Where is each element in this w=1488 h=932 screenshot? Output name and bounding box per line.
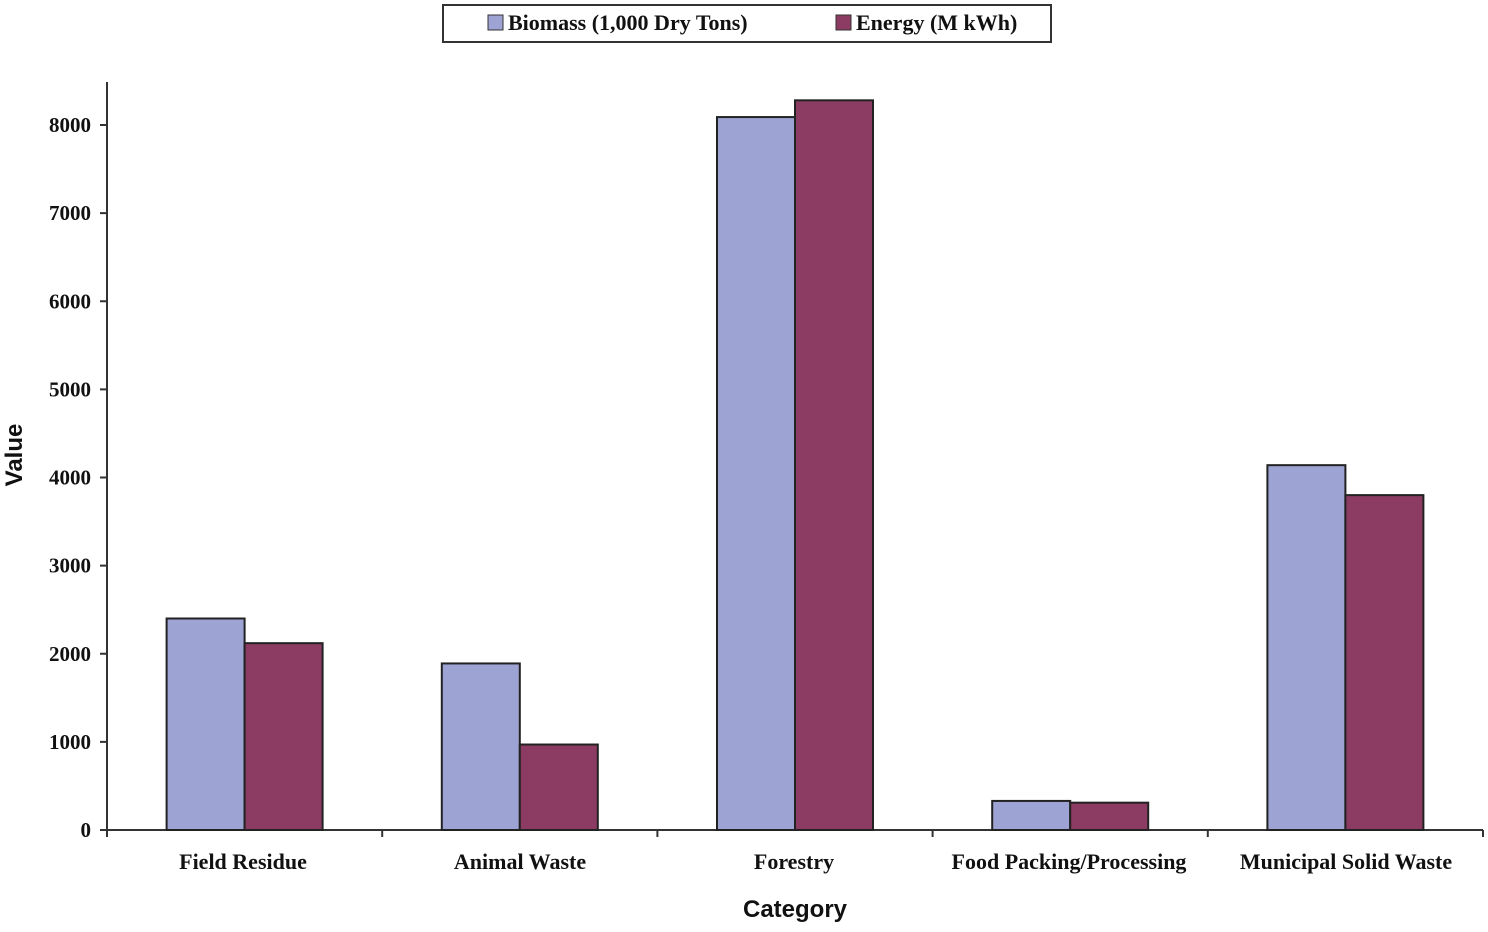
- legend: Biomass (1,000 Dry Tons) Energy (M kWh): [442, 4, 1052, 43]
- x-tick-label-food-packing: Food Packing/Processing: [952, 849, 1187, 874]
- y-axis-title: Value: [1, 424, 28, 487]
- legend-label-biomass: Biomass (1,000 Dry Tons): [508, 10, 748, 35]
- bar-biomass-food-packing-processing: [991, 799, 1072, 832]
- x-axis-ticks: [106, 830, 1484, 837]
- bar-biomass-municipal-solid-waste: [1266, 464, 1347, 831]
- y-tick-label: 3000: [49, 554, 91, 578]
- bar-energy-field-residue: [243, 642, 324, 831]
- legend-box: [442, 4, 1052, 43]
- y-tick-label: 5000: [49, 377, 91, 401]
- legend-swatch-biomass: [487, 14, 504, 31]
- y-axis-ticks: 0 1000 2000 3000 4000 5000 6000 7000 8000: [49, 113, 107, 842]
- y-tick-label: 8000: [49, 113, 91, 137]
- bar-biomass-forestry: [716, 116, 796, 832]
- bar-energy-forestry: [794, 99, 874, 831]
- y-tick-label: 6000: [49, 289, 91, 313]
- bar-energy-municipal-solid-waste: [1344, 494, 1425, 831]
- bar-biomass-animal-waste: [440, 662, 521, 831]
- bars-group: [165, 99, 1425, 832]
- y-tick-label: 7000: [49, 201, 91, 225]
- y-tick-label: 1000: [49, 730, 91, 754]
- legend-label-energy: Energy (M kWh): [856, 10, 1017, 35]
- bar-energy-animal-waste: [518, 743, 599, 831]
- y-tick-label: 2000: [49, 642, 91, 666]
- x-tick-label-municipal-solid-waste: Municipal Solid Waste: [1240, 849, 1453, 874]
- x-axis-title: Category: [743, 896, 848, 923]
- bar-biomass-field-residue: [165, 617, 246, 831]
- x-tick-label-field-residue: Field Residue: [179, 849, 307, 874]
- legend-swatch-energy: [835, 14, 852, 31]
- x-tick-label-forestry: Forestry: [754, 849, 834, 874]
- bar-energy-food-packing-processing: [1069, 801, 1150, 832]
- y-tick-label: 4000: [49, 466, 91, 490]
- x-tick-label-animal-waste: Animal Waste: [454, 849, 586, 874]
- y-tick-label: 0: [81, 818, 92, 842]
- x-axis-labels: Field Residue Animal Waste Forestry Food…: [179, 849, 1452, 874]
